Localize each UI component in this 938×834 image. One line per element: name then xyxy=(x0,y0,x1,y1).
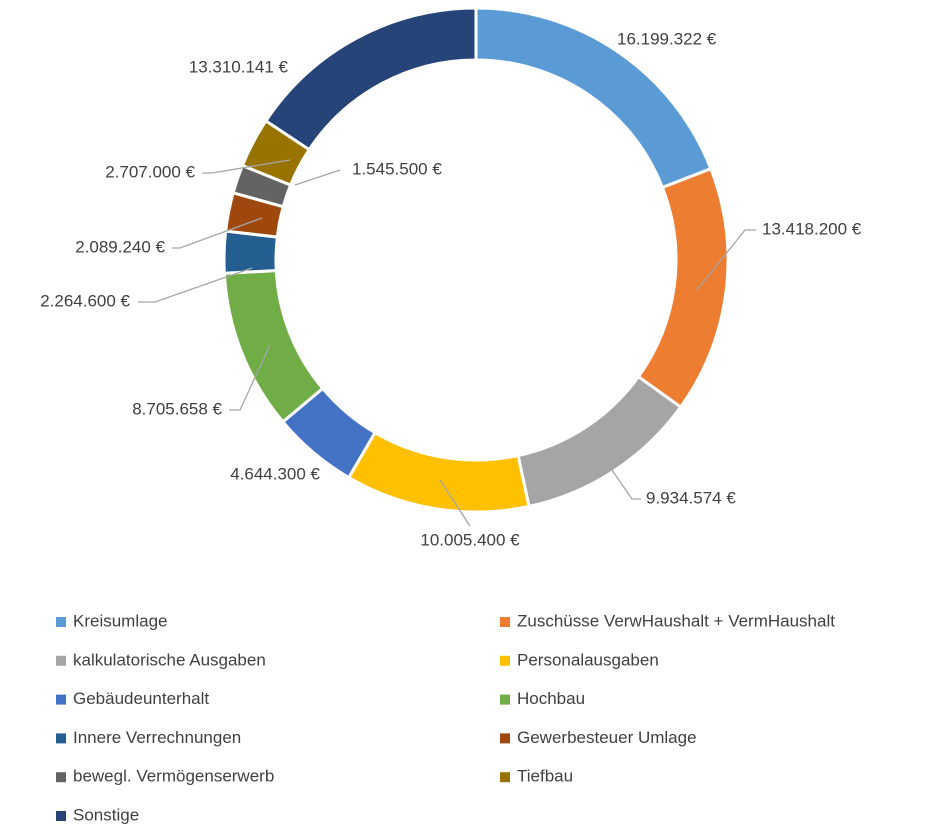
leader-line xyxy=(439,479,471,527)
legend-swatch xyxy=(56,617,66,627)
leader-line xyxy=(611,469,641,500)
data-label: 4.644.300 € xyxy=(230,464,320,483)
legend-label: Gebäudeunterhalt xyxy=(73,689,209,708)
donut-slice xyxy=(346,430,531,514)
legend-label: Personalausgaben xyxy=(517,650,659,669)
legend-label: Innere Verrechnungen xyxy=(73,728,241,747)
legend-label: Kreisumlage xyxy=(73,611,168,630)
donut-slice xyxy=(516,374,683,509)
donut-slice xyxy=(636,166,730,410)
legend-label: Gewerbesteuer Umlage xyxy=(517,728,697,747)
leader-line xyxy=(172,217,263,249)
leader-line xyxy=(294,169,341,186)
legend-label: Tiefbau xyxy=(517,767,573,786)
legend-swatch xyxy=(56,694,66,705)
legend-swatch xyxy=(500,617,510,627)
legend-swatch xyxy=(56,733,66,744)
legend-swatch xyxy=(500,694,510,705)
leader-line xyxy=(696,229,756,291)
data-label: 1.545.500 € xyxy=(352,159,442,178)
leader-line xyxy=(202,159,291,174)
donut-slice xyxy=(222,268,325,424)
donut-slice xyxy=(263,6,478,152)
data-label: 8.705.658 € xyxy=(132,399,222,418)
data-label: 16.199.322 € xyxy=(617,29,717,48)
data-label: 13.310.141 € xyxy=(189,57,289,76)
leader-line xyxy=(229,344,271,411)
legend-swatch xyxy=(500,733,510,744)
data-label: 13.418.200 € xyxy=(762,219,862,238)
legend-swatch xyxy=(56,772,66,783)
legend-swatch xyxy=(56,655,66,666)
data-label: 10.005.400 € xyxy=(420,530,520,549)
data-label: 2.707.000 € xyxy=(105,162,195,181)
legend-label: Hochbau xyxy=(517,689,585,708)
legend-label: Sonstige xyxy=(73,805,139,824)
legend-swatch xyxy=(56,811,66,821)
data-label: 2.089.240 € xyxy=(75,237,165,256)
legend-label: Zuschüsse VerwHaushalt + VermHaushalt xyxy=(517,611,835,630)
legend-label: kalkulatorische Ausgaben xyxy=(73,650,266,669)
legend-label: bewegl. Vermögenserwerb xyxy=(73,767,274,786)
leader-line xyxy=(138,267,253,303)
legend-swatch xyxy=(500,655,510,666)
legend-swatch xyxy=(500,772,510,783)
data-label: 9.934.574 € xyxy=(646,488,736,507)
data-label: 2.264.600 € xyxy=(40,291,130,310)
